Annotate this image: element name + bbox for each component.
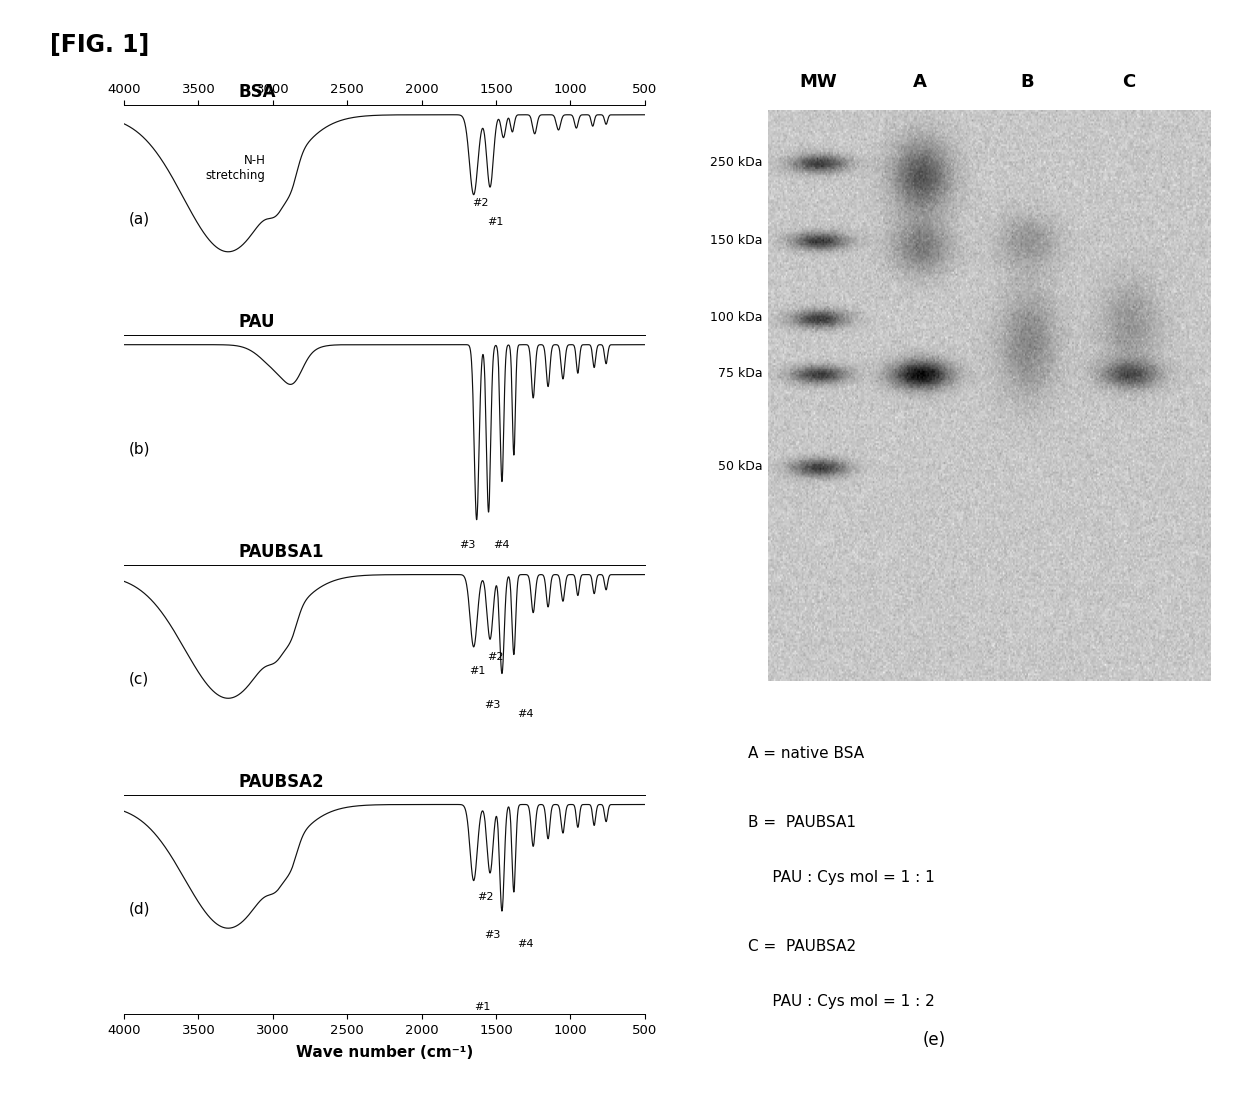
Text: PAUBSA1: PAUBSA1 (238, 543, 324, 561)
Text: C: C (1122, 73, 1136, 91)
Text: 100 kDa: 100 kDa (711, 311, 763, 325)
Text: MW: MW (800, 73, 837, 91)
Text: PAU: PAU (238, 312, 275, 331)
Text: A = native BSA: A = native BSA (748, 746, 864, 760)
Text: #4: #4 (517, 940, 534, 950)
Text: B =  PAUBSA1: B = PAUBSA1 (748, 815, 856, 830)
Text: 150 kDa: 150 kDa (711, 234, 763, 247)
X-axis label: Wave number (cm⁻¹): Wave number (cm⁻¹) (296, 1045, 472, 1060)
Text: #1: #1 (469, 666, 486, 676)
Text: PAU : Cys mol = 1 : 2: PAU : Cys mol = 1 : 2 (748, 994, 935, 1009)
Text: C =  PAUBSA2: C = PAUBSA2 (748, 940, 856, 954)
Text: #1: #1 (487, 217, 503, 227)
Text: #2: #2 (472, 198, 489, 208)
Text: #2: #2 (487, 653, 503, 663)
Text: #3: #3 (459, 541, 475, 551)
Text: #2: #2 (476, 892, 494, 902)
Text: 250 kDa: 250 kDa (711, 156, 763, 170)
Text: N-H
stretching: N-H stretching (206, 154, 265, 182)
Text: A: A (914, 73, 928, 91)
Text: 75 kDa: 75 kDa (718, 367, 763, 380)
Text: #4: #4 (517, 709, 534, 719)
Text: (b): (b) (129, 441, 151, 456)
Text: #1: #1 (475, 1002, 491, 1012)
Text: #4: #4 (494, 541, 510, 551)
Text: (a): (a) (129, 212, 150, 226)
Text: BSA: BSA (238, 83, 277, 101)
Text: [FIG. 1]: [FIG. 1] (50, 33, 149, 58)
Text: B: B (1021, 73, 1034, 91)
Text: PAUBSA2: PAUBSA2 (238, 772, 324, 791)
Text: (c): (c) (129, 671, 150, 686)
Text: (e): (e) (923, 1032, 946, 1049)
Text: #3: #3 (484, 930, 501, 940)
Text: #3: #3 (484, 700, 501, 710)
Text: (d): (d) (129, 901, 151, 916)
Text: 50 kDa: 50 kDa (718, 460, 763, 473)
Text: PAU : Cys mol = 1 : 1: PAU : Cys mol = 1 : 1 (748, 870, 935, 885)
